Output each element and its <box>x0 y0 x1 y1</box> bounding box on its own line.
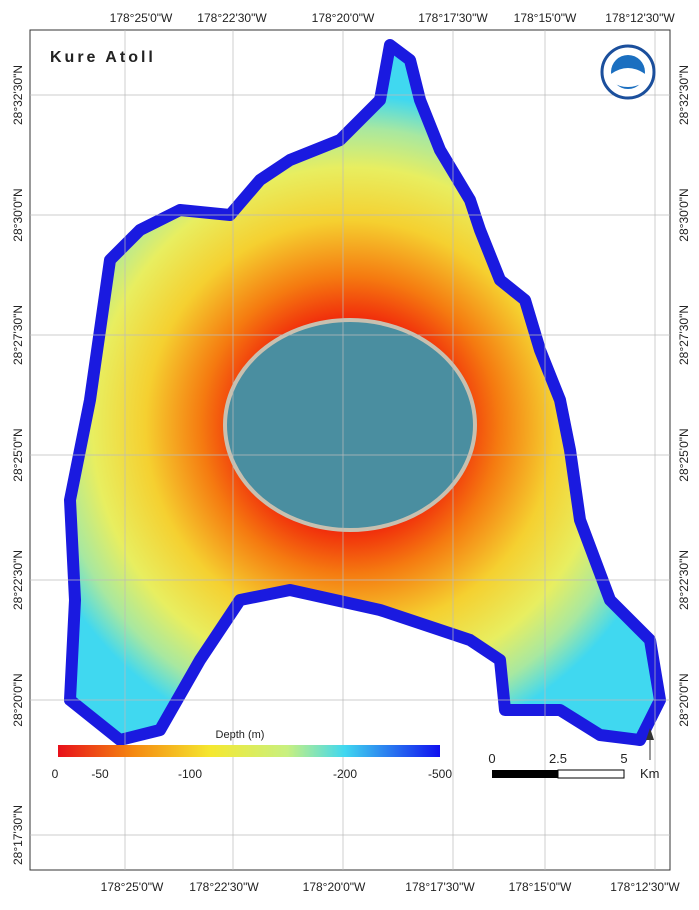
right-coordinate-label: 28°27'30"N <box>677 305 691 365</box>
top-coordinate-label: 178°12'30"W <box>605 11 675 25</box>
right-coordinate-label: 28°32'30"N <box>677 65 691 125</box>
right-coordinate-label: 28°22'30"N <box>677 550 691 610</box>
bottom-coordinate-label: 178°25'0"W <box>101 880 164 894</box>
scale-bar-label: 0 <box>488 751 495 766</box>
legend-tick-label: -500 <box>428 767 452 781</box>
bottom-coordinate-label: 178°15'0"W <box>509 880 572 894</box>
left-coordinate-label: 28°30'0"N <box>11 188 25 241</box>
scale-bar-black <box>492 770 558 778</box>
top-coordinate-label: 178°20'0"W <box>312 11 375 25</box>
top-coordinate-label: 178°15'0"W <box>514 11 577 25</box>
legend-tick-label: -100 <box>178 767 202 781</box>
left-coordinate-label: 28°27'30"N <box>11 305 25 365</box>
legend-tick-label: -50 <box>91 767 109 781</box>
scale-bar-label: 2.5 <box>549 751 567 766</box>
graticule <box>30 30 670 870</box>
legend-tick-label: -200 <box>333 767 357 781</box>
lagoon <box>223 318 477 532</box>
top-coordinate-label: 178°25'0"W <box>110 11 173 25</box>
left-coordinate-label: 28°20'0"N <box>11 673 25 726</box>
scale-bar-label: 5 <box>620 751 627 766</box>
scale-unit: Km <box>640 766 660 781</box>
legend-title: Depth (m) <box>216 729 265 741</box>
legend-color-bar <box>58 745 440 757</box>
bottom-coordinate-label: 178°12'30"W <box>610 880 680 894</box>
map-title: Kure Atoll <box>50 49 156 66</box>
bottom-coordinate-label: 178°22'30"W <box>189 880 259 894</box>
legend-tick-label: 0 <box>52 767 59 781</box>
left-coordinate-label: 28°32'30"N <box>11 65 25 125</box>
north-arrow <box>646 728 654 760</box>
right-coordinate-label: 28°30'0"N <box>677 188 691 241</box>
left-coordinate-label: 28°25'0"N <box>11 428 25 481</box>
bottom-coordinate-label: 178°20'0"W <box>303 880 366 894</box>
left-coordinate-label: 28°22'30"N <box>11 550 25 610</box>
bottom-coordinate-label: 178°17'30"W <box>405 880 475 894</box>
scale-bar-white <box>557 769 625 779</box>
top-coordinate-label: 178°22'30"W <box>197 11 267 25</box>
right-coordinate-label: 28°20'0"N <box>677 673 691 726</box>
right-coordinate-label: 28°25'0"N <box>677 428 691 481</box>
left-coordinate-label: 28°17'30"N <box>11 805 25 865</box>
noaa-logo <box>600 44 656 100</box>
top-coordinate-label: 178°17'30"W <box>418 11 488 25</box>
